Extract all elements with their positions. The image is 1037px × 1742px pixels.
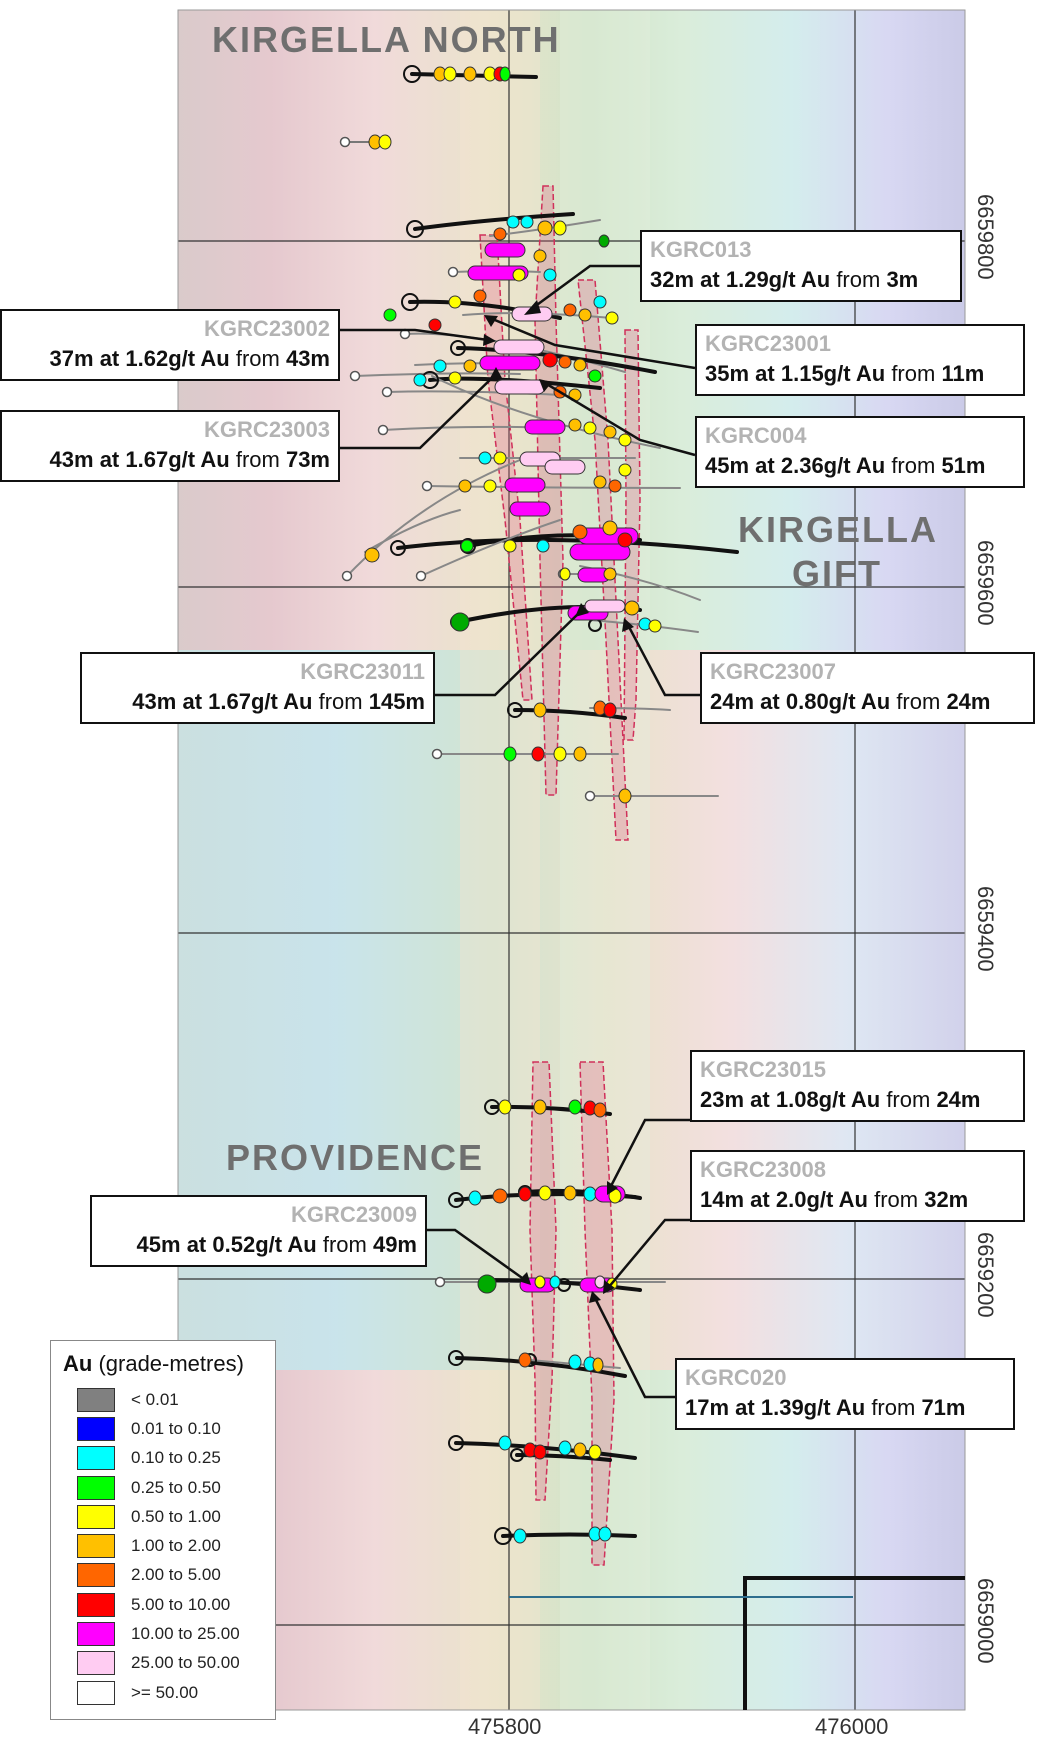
region-label-kirgella-gift-line1: KIRGELLA (738, 509, 938, 550)
legend-label: 0.10 to 0.25 (131, 1448, 221, 1468)
legend-item: 1.00 to 2.00 (63, 1531, 263, 1560)
callout-result: 32m at 1.29g/t Au from 3m (650, 267, 919, 292)
callout-hole-id: KGRC013 (650, 237, 752, 262)
tenement-boundary (743, 1576, 965, 1710)
callout-result: 45m at 2.36g/t Au from 51m (705, 453, 986, 478)
region-label-kirgella-gift-line2: GIFT (792, 553, 882, 594)
callout-result: 43m at 1.67g/t Au from 145m (132, 689, 425, 714)
callout-hole-id: KGRC004 (705, 423, 807, 448)
legend-label: 0.01 to 0.10 (131, 1418, 221, 1438)
callout-result: 14m at 2.0g/t Au from 32m (700, 1187, 969, 1212)
callout-arrowheads (483, 300, 634, 1303)
callout-leaders (340, 264, 700, 1399)
legend-item: 0.25 to 0.50 (63, 1473, 263, 1502)
callout-hole-id: KGRC23003 (204, 417, 330, 442)
callout-kgrc004: KGRC004 45m at 2.36g/t Au from 51m (695, 416, 1025, 488)
callout-hole-id: KGRC23007 (710, 659, 836, 684)
legend-item: < 0.01 (63, 1385, 263, 1414)
callout-kgrc23015: KGRC23015 23m at 1.08g/t Au from 24m (690, 1050, 1025, 1122)
northing-label-6659800: 6659800 (973, 194, 998, 280)
kgn-row1 (433, 66, 511, 82)
legend-item: 2.00 to 5.00 (63, 1561, 263, 1590)
legend-label: 1.00 to 2.00 (131, 1536, 221, 1556)
callout-hole-id: KGRC23015 (700, 1057, 826, 1082)
callout-hole-id: KGRC23009 (291, 1202, 417, 1227)
legend-swatch (77, 1680, 115, 1705)
callout-hole-id: KGRC23011 (300, 659, 425, 684)
legend-label: 25.00 to 50.00 (131, 1653, 240, 1673)
legend-swatch (77, 1504, 115, 1529)
legend-rows: < 0.01 0.01 to 0.10 0.10 to 0.25 0.25 to 0.… (63, 1385, 263, 1707)
legend-swatch (77, 1651, 115, 1676)
legend-item: >= 50.00 (63, 1678, 263, 1707)
legend-swatch (77, 1622, 115, 1647)
callout-kgrc23002: KGRC23002 37m at 1.62g/t Au from 43m (0, 309, 340, 381)
callout-result: 17m at 1.39g/t Au from 71m (685, 1395, 966, 1420)
legend-label: 5.00 to 10.00 (131, 1594, 231, 1614)
callout-hole-id: KGRC23001 (705, 331, 831, 356)
legend-swatch (77, 1534, 115, 1559)
legend-title: Au (grade-metres) (63, 1351, 244, 1376)
legend-swatch (77, 1446, 115, 1471)
callout-result: 45m at 0.52g/t Au from 49m (136, 1232, 417, 1257)
region-label-providence: PROVIDENCE (226, 1137, 485, 1178)
callout-result: 35m at 1.15g/t Au from 11m (705, 361, 985, 386)
legend-label: >= 50.00 (131, 1682, 199, 1702)
assay-intervals (364, 66, 662, 1544)
legend-swatch (77, 1416, 115, 1441)
callout-kgrc020: KGRC020 17m at 1.39g/t Au from 71m (675, 1358, 1015, 1430)
northing-label-6659600: 6659600 (973, 540, 998, 626)
legend-item: 10.00 to 25.00 (63, 1619, 263, 1648)
northing-label-6659400: 6659400 (973, 886, 998, 972)
legend-swatch (77, 1387, 115, 1412)
callout-kgrc013: KGRC013 32m at 1.29g/t Au from 3m (640, 230, 962, 302)
northing-label-6659000: 6659000 (973, 1578, 998, 1664)
callout-kgrc23007: KGRC23007 24m at 0.80g/t Au from 24m (700, 652, 1035, 724)
callout-result: 37m at 1.62g/t Au from 43m (49, 346, 330, 371)
legend-label: 0.50 to 1.00 (131, 1506, 221, 1526)
grade-legend: Au (grade-metres) < 0.01 0.01 to 0.10 0.10… (50, 1340, 276, 1720)
legend-item: 0.01 to 0.10 (63, 1414, 263, 1443)
collar-markers (390, 65, 602, 1545)
legend-swatch (77, 1475, 115, 1500)
northing-label-6659200: 6659200 (973, 1232, 998, 1318)
callout-hole-id: KGRC020 (685, 1365, 787, 1390)
legend-item: 0.50 to 1.00 (63, 1502, 263, 1531)
callout-kgrc23009: KGRC23009 45m at 0.52g/t Au from 49m (90, 1195, 427, 1267)
callout-result: 43m at 1.67g/t Au from 73m (49, 447, 330, 472)
legend-label: 2.00 to 5.00 (131, 1565, 221, 1585)
callout-result: 23m at 1.08g/t Au from 24m (700, 1087, 981, 1112)
region-label-kirgella-north: KIRGELLA NORTH (212, 19, 561, 60)
legend-item: 25.00 to 50.00 (63, 1649, 263, 1678)
callout-hole-id: KGRC23008 (700, 1157, 826, 1182)
easting-label-475800: 475800 (468, 1714, 542, 1739)
callout-kgrc23003: KGRC23003 43m at 1.67g/t Au from 73m (0, 410, 340, 482)
callout-result: 24m at 0.80g/t Au from 24m (710, 689, 991, 714)
callout-kgrc23008: KGRC23008 14m at 2.0g/t Au from 32m (690, 1150, 1025, 1222)
callout-kgrc23011: KGRC23011 43m at 1.67g/t Au from 145m (80, 652, 435, 724)
callout-kgrc23001: KGRC23001 35m at 1.15g/t Au from 11m (695, 324, 1025, 396)
legend-label: 10.00 to 25.00 (131, 1624, 240, 1644)
legend-label: 0.25 to 0.50 (131, 1477, 221, 1497)
legend-swatch (77, 1563, 115, 1588)
legend-item: 0.10 to 0.25 (63, 1444, 263, 1473)
legend-item: 5.00 to 10.00 (63, 1590, 263, 1619)
legend-label: < 0.01 (131, 1389, 179, 1409)
callout-hole-id: KGRC23002 (204, 316, 330, 341)
easting-label-476000: 476000 (815, 1714, 889, 1739)
legend-swatch (77, 1592, 115, 1617)
